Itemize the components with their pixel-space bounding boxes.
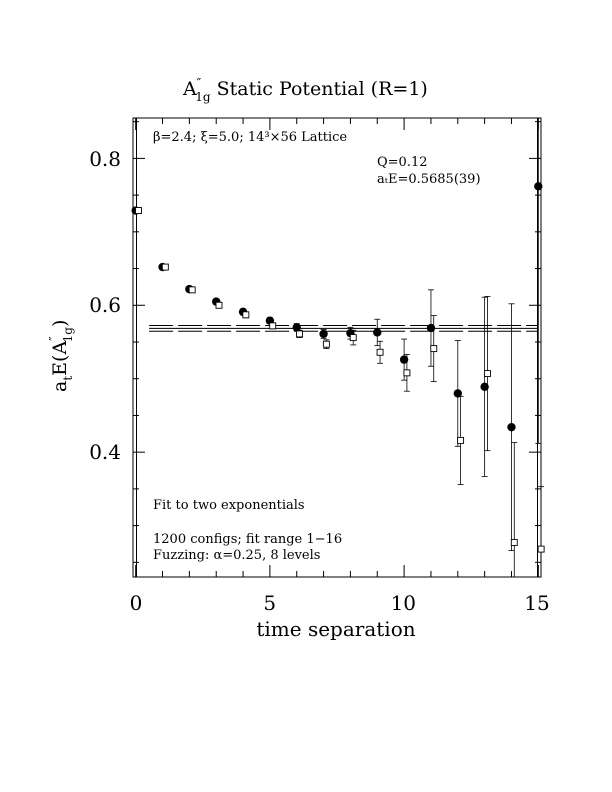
point-square-0 xyxy=(135,207,142,214)
point-square-7 xyxy=(322,340,330,348)
point-circle-7 xyxy=(319,329,328,339)
point-circle-10 xyxy=(399,355,409,364)
point-square-12 xyxy=(457,436,465,444)
point-circle-13 xyxy=(480,382,489,391)
y-tick-label-0.4: 0.4 xyxy=(89,440,121,464)
point-square-11 xyxy=(430,345,438,353)
fuzzing-annotation: Fuzzing: α=0.25, 8 levels xyxy=(153,548,320,563)
plot-frame xyxy=(132,117,542,578)
point-circle-15 xyxy=(534,182,543,191)
point-square-5 xyxy=(269,322,277,330)
x-tick-label-5: 5 xyxy=(263,591,276,615)
point-square-15 xyxy=(537,545,545,553)
point-circle-6 xyxy=(292,323,301,332)
point-square-6 xyxy=(296,330,303,338)
point-circle-14 xyxy=(507,422,516,432)
point-circle-11 xyxy=(426,323,436,333)
y-tick-label-0.8: 0.8 xyxy=(89,147,121,171)
energy-annotation: aₜE=0.5685(39) xyxy=(377,172,481,187)
q-annotation: Q=0.12 xyxy=(377,155,428,170)
point-square-8 xyxy=(349,334,357,342)
point-square-4 xyxy=(242,311,250,319)
point-square-1 xyxy=(161,263,169,271)
fit-annotation: Fit to two exponentials xyxy=(153,498,305,513)
point-square-9 xyxy=(376,348,384,356)
point-square-10 xyxy=(403,369,411,377)
y-tick-label-0.6: 0.6 xyxy=(89,293,121,317)
point-circle-12 xyxy=(453,389,462,398)
point-square-3 xyxy=(215,301,223,309)
x-axis-label: time separation xyxy=(256,617,415,641)
lattice-annotation: β=2.4; ξ=5.0; 14³×56 Lattice xyxy=(153,130,347,145)
x-tick-label-15: 15 xyxy=(524,591,549,615)
y-axis-label: atE(A″1g) xyxy=(47,320,75,392)
point-square-14 xyxy=(510,539,518,546)
chart-title: A″ 1g Static Potential (R=1) xyxy=(182,76,428,104)
point-circle-9 xyxy=(373,328,382,337)
point-square-13 xyxy=(483,370,491,378)
configs-annotation: 1200 configs; fit range 1−16 xyxy=(153,532,342,547)
x-tick-label-0: 0 xyxy=(130,591,143,615)
x-tick-label-10: 10 xyxy=(391,591,416,615)
point-square-2 xyxy=(188,286,196,294)
